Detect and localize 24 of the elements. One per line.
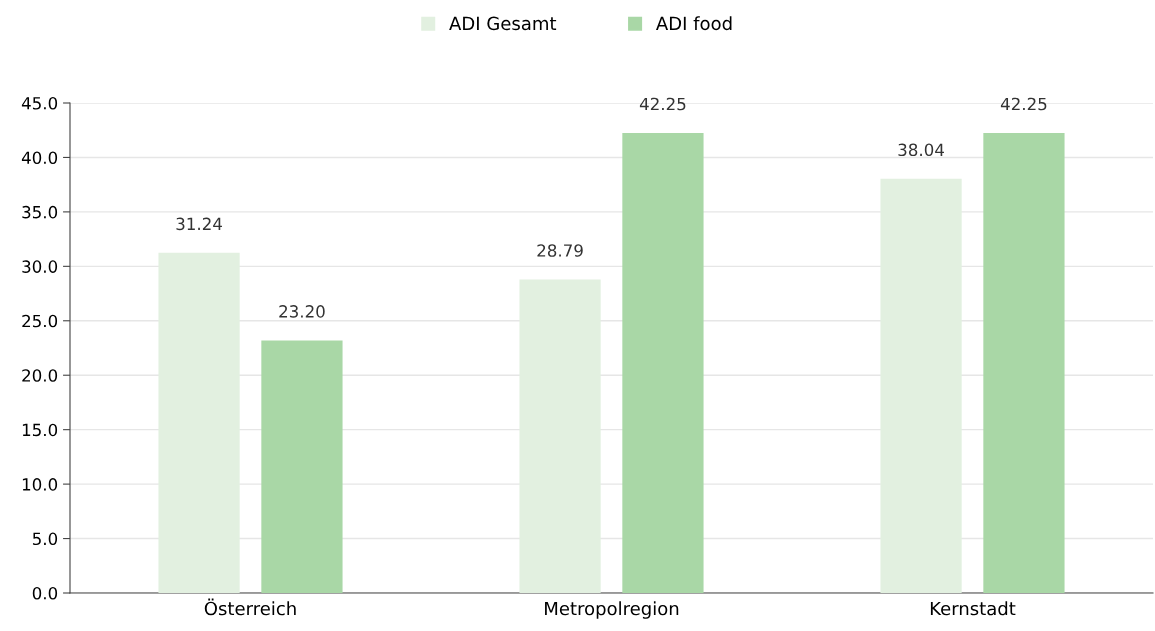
x-tick-label: Österreich bbox=[204, 598, 296, 616]
y-tick-label: 15.0 bbox=[22, 423, 58, 437]
data-label: 42.25 bbox=[1000, 97, 1047, 111]
y-tick-label: 40.0 bbox=[21, 151, 58, 165]
y-tick-label: 5.0 bbox=[32, 532, 58, 546]
legend-label: ADI Gesamt bbox=[449, 16, 557, 31]
data-label: 38.04 bbox=[898, 143, 944, 157]
data-label: 28.79 bbox=[537, 244, 583, 257]
x-tick-label: Metropolregion bbox=[545, 601, 679, 619]
y-tick-label: 45.0 bbox=[21, 96, 58, 110]
y-tick-label: 25.0 bbox=[22, 314, 58, 328]
y-tick-label: 20.0 bbox=[22, 369, 58, 382]
data-label: 23.20 bbox=[279, 305, 325, 318]
y-tick-label: 10.0 bbox=[22, 478, 58, 491]
data-label: 42.25 bbox=[639, 97, 686, 111]
y-tick-label: 30.0 bbox=[22, 260, 58, 273]
y-tick-label: 35.0 bbox=[22, 205, 58, 219]
bar bbox=[983, 132, 1065, 593]
bar bbox=[622, 132, 704, 593]
y-tick-label: 0.0 bbox=[32, 586, 58, 600]
x-tick-label: Kernstadt bbox=[930, 601, 1016, 616]
bar bbox=[261, 340, 343, 593]
legend-label: ADI food bbox=[656, 16, 732, 31]
data-label: 31.24 bbox=[176, 217, 222, 231]
